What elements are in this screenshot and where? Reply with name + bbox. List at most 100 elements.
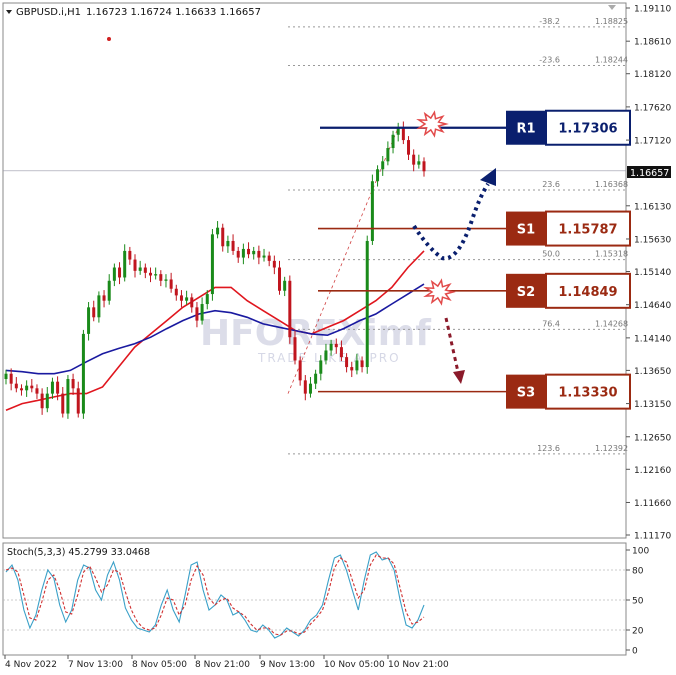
level-name: S1 <box>517 223 535 238</box>
x-tick-label: 8 Nov 21:00 <box>195 660 250 670</box>
candle-body <box>283 280 287 291</box>
candle-body <box>133 259 137 271</box>
level-name-bg <box>506 211 546 246</box>
x-tick-label: 8 Nov 05:00 <box>132 660 187 670</box>
candle-body <box>143 267 147 273</box>
y-tick-label: 1.18610 <box>634 38 671 48</box>
candle-body <box>252 250 256 255</box>
candle-body <box>262 255 266 258</box>
candle-body <box>298 360 302 381</box>
candle-body <box>123 250 127 278</box>
fibo-price: 1.15318 <box>595 250 628 259</box>
candle-body <box>112 267 116 281</box>
x-tick-label: 7 Nov 13:00 <box>68 660 123 670</box>
level-name: S2 <box>517 285 535 300</box>
candle-body <box>159 274 163 281</box>
y-tick-label: 1.13650 <box>634 367 671 377</box>
y-tick-label: 1.16130 <box>634 202 671 212</box>
candle-body <box>61 393 65 414</box>
candle-body <box>164 279 168 281</box>
fibo-ratio: 76.4 <box>542 319 560 328</box>
candle-body <box>76 388 80 414</box>
y-tick-label: 1.12160 <box>634 466 671 476</box>
candle-body <box>118 267 122 278</box>
level-name-bg <box>506 273 546 308</box>
level-value: 1.14849 <box>558 285 617 300</box>
level-value-bg <box>545 272 631 309</box>
arrow-up-icon <box>480 168 496 186</box>
candle-body <box>50 381 54 394</box>
ma-slow-line <box>5 283 425 375</box>
candle-body <box>334 343 338 348</box>
y-tick-label: 1.17120 <box>634 137 671 147</box>
candle-body <box>267 255 271 261</box>
candle-body <box>221 227 225 247</box>
candle-body <box>247 248 251 255</box>
candle-body <box>87 307 91 334</box>
time-axis: 4 Nov 2022 7 Nov 13:00 8 Nov 05:00 8 Nov 21… <box>4 655 449 670</box>
candle-body <box>391 134 395 149</box>
candle-body <box>355 360 359 371</box>
candle-body <box>272 260 276 268</box>
candle-body <box>365 240 369 368</box>
watermark-tagline: TRADE LIKE A PRO <box>257 351 401 365</box>
fibo-levels: -38.2 1.18825 -23.6 1.18244 23.6 1.16368 50.0 1… <box>3 17 628 455</box>
moving-averages <box>5 250 425 411</box>
candle-body <box>376 169 380 182</box>
arrow-down-icon <box>453 370 465 384</box>
candle-body <box>56 381 60 394</box>
y-tick-label: 1.14640 <box>634 301 671 311</box>
candle-body <box>370 181 374 241</box>
candle-body <box>19 388 23 391</box>
candle-body <box>128 250 132 260</box>
y-tick-label: 1.13150 <box>634 400 671 410</box>
candle-body <box>381 161 385 170</box>
stoch-tick-label: 50 <box>632 597 644 607</box>
burst-icon <box>423 278 456 306</box>
x-tick-label: 10 Nov 21:00 <box>388 660 449 670</box>
level-value-bg <box>545 109 631 146</box>
candle-body <box>329 343 333 351</box>
candle-body <box>396 128 400 135</box>
support-resistance-levels: R1 1.17306 S1 1.15787 S2 1.14849 S3 1.13330 <box>318 109 631 410</box>
candle-body <box>200 304 204 321</box>
candle-body <box>308 383 312 394</box>
candle-body <box>107 280 111 301</box>
candle-body <box>81 333 85 414</box>
chart-header: GBPUSD.i,H1 1.16723 1.16724 1.16633 1.16… <box>6 5 616 18</box>
annotations <box>107 37 496 384</box>
candle-body <box>319 360 323 374</box>
candle-body <box>401 128 405 141</box>
candle-body <box>4 373 8 380</box>
level-box-s2: S2 1.14849 <box>506 272 631 309</box>
marker-dot <box>107 37 111 41</box>
candle-body <box>174 288 178 296</box>
chevron-down-icon[interactable] <box>608 5 616 10</box>
fibo-price: 1.16368 <box>595 180 628 189</box>
candlesticks <box>4 121 426 419</box>
candle-body <box>407 140 411 155</box>
bullish-path-arrow <box>412 182 490 261</box>
stoch-label: Stoch(5,3,3) 45.2799 33.0468 <box>7 547 150 558</box>
candle-body <box>35 388 39 394</box>
candle-body <box>339 347 343 358</box>
fibo-ratio: -38.2 <box>539 17 560 26</box>
x-tick-label: 10 Nov 05:00 <box>324 660 385 670</box>
y-tick-label: 1.18120 <box>634 70 671 80</box>
fibo-price: 1.14268 <box>595 319 628 328</box>
candle-body <box>190 297 194 308</box>
candle-body <box>40 393 44 409</box>
level-box-s3: S3 1.13330 <box>506 373 631 410</box>
y-tick-label: 1.11660 <box>634 499 671 509</box>
candle-body <box>9 373 13 384</box>
candle-body <box>314 373 318 384</box>
symbol-label: GBPUSD.i,H1 <box>16 7 81 18</box>
level-name: S3 <box>517 386 535 401</box>
candle-body <box>185 297 189 301</box>
candle-body <box>30 385 34 389</box>
chevron-down-icon[interactable] <box>6 10 12 14</box>
candle-body <box>236 250 240 258</box>
candle-body <box>138 267 142 271</box>
candle-body <box>25 385 29 391</box>
